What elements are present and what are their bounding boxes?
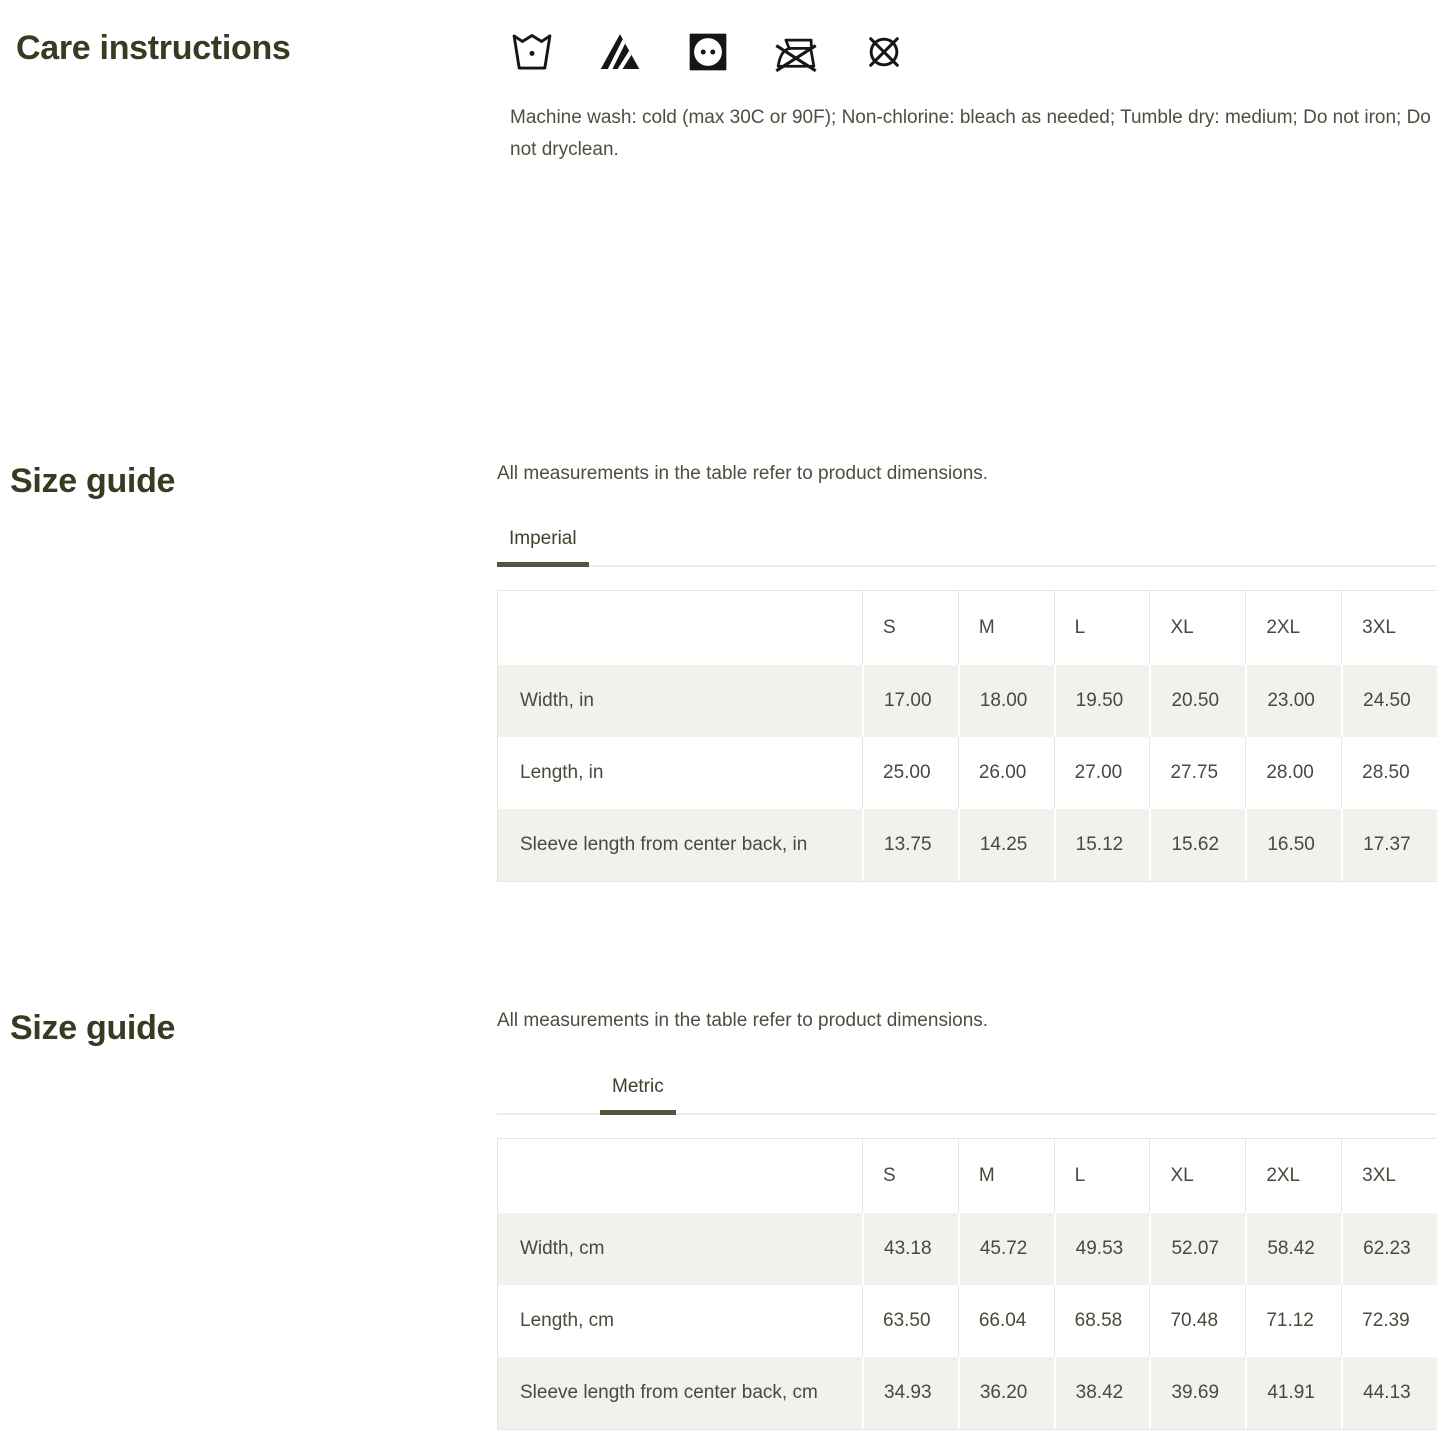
tab-metric[interactable]: Metric bbox=[600, 1076, 676, 1115]
size-column-header: L bbox=[1053, 1138, 1150, 1213]
measurement-value-cell: 28.50 bbox=[1341, 737, 1437, 810]
measurement-value-cell: 39.69 bbox=[1149, 1356, 1246, 1429]
size-column-header: XL bbox=[1149, 591, 1245, 666]
measurement-value-cell: 26.00 bbox=[957, 737, 1054, 810]
measurement-value-cell: 23.00 bbox=[1245, 665, 1342, 738]
measurement-value-cell: 34.93 bbox=[862, 1356, 958, 1429]
measurement-value-cell: 36.20 bbox=[957, 1356, 1054, 1429]
size-guide-imperial-note: All measurements in the table refer to p… bbox=[497, 462, 989, 484]
size-guide-imperial-title: Size guide bbox=[10, 461, 176, 500]
table-row: Sleeve length from center back, in 13.75 1… bbox=[498, 809, 1437, 882]
tab-spacer bbox=[497, 1076, 600, 1113]
measurement-value-cell: 20.50 bbox=[1149, 665, 1246, 738]
table-row: Length, in 25.00 26.00 27.00 27.75 28.00 28.50 bbox=[498, 737, 1437, 810]
measurement-value-cell: 14.25 bbox=[957, 809, 1054, 882]
measurement-label-cell: Length, in bbox=[520, 762, 604, 784]
measurement-label-cell: Length, cm bbox=[520, 1309, 614, 1331]
measurement-value-cell: 72.39 bbox=[1341, 1284, 1437, 1357]
size-guide-imperial-content: All measurements in the table refer to p… bbox=[497, 463, 1445, 883]
size-guide-metric-note: All measurements in the table refer to p… bbox=[497, 1010, 989, 1032]
machine-wash-cold-icon bbox=[510, 30, 554, 74]
measurement-value-cell: 17.37 bbox=[1341, 809, 1437, 882]
care-instructions-section: Care instructions bbox=[0, 0, 1445, 167]
measurement-value-cell: 63.50 bbox=[862, 1284, 958, 1357]
size-column-header: 3XL bbox=[1341, 1138, 1437, 1213]
do-not-iron-icon bbox=[774, 30, 818, 74]
measurement-value-cell: 44.13 bbox=[1341, 1356, 1437, 1429]
measurement-value-cell: 25.00 bbox=[862, 737, 958, 810]
size-guide-imperial-section: Size guide All measurements in the table… bbox=[0, 461, 1445, 883]
size-column-header: 2XL bbox=[1245, 1138, 1341, 1213]
table-row: Width, cm 43.18 45.72 49.53 52.07 58.42 62.23 bbox=[498, 1212, 1437, 1285]
measurement-value-cell: 43.18 bbox=[862, 1212, 958, 1285]
measurement-value-cell: 15.12 bbox=[1053, 809, 1150, 882]
size-guide-imperial-tabs: Imperial bbox=[497, 528, 1437, 568]
size-guide-metric-heading-column: Size guide bbox=[0, 1010, 497, 1047]
size-column-header: XL bbox=[1149, 1138, 1245, 1213]
measurement-value-cell: 27.75 bbox=[1149, 737, 1245, 810]
do-not-dryclean-icon bbox=[862, 30, 906, 74]
table-row: Length, cm 63.50 66.04 68.58 70.48 71.12 72.39 bbox=[498, 1284, 1437, 1357]
size-column-header: M bbox=[957, 1138, 1054, 1213]
care-icons-row bbox=[497, 30, 1445, 74]
measurement-label-cell: Width, cm bbox=[498, 1212, 862, 1285]
tab-imperial[interactable]: Imperial bbox=[497, 528, 589, 568]
table-header-row: S M L XL 2XL 3XL bbox=[498, 1138, 1437, 1213]
measurement-label-cell: Width, in bbox=[498, 665, 862, 738]
measurement-value-cell: 70.48 bbox=[1149, 1284, 1245, 1357]
size-column-header: S bbox=[862, 1138, 958, 1213]
measurement-value-cell: 45.72 bbox=[957, 1212, 1054, 1285]
measurement-value-cell: 68.58 bbox=[1053, 1284, 1150, 1357]
non-chlorine-bleach-icon bbox=[598, 30, 642, 74]
table-header-row: S M L XL 2XL 3XL bbox=[498, 591, 1437, 666]
size-guide-metric-title: Size guide bbox=[10, 1009, 176, 1048]
measurement-value-cell: 17.00 bbox=[862, 665, 958, 738]
table-corner-cell bbox=[498, 591, 862, 665]
care-instructions-heading-column: Care instructions bbox=[0, 30, 497, 67]
care-instructions-text: Machine wash: cold (max 30C or 90F); Non… bbox=[510, 107, 1431, 161]
measurement-value-cell: 27.00 bbox=[1053, 737, 1150, 810]
size-column-header: L bbox=[1053, 591, 1150, 666]
size-guide-metric-content: All measurements in the table refer to p… bbox=[497, 1010, 1445, 1430]
measurement-value-cell: 18.00 bbox=[957, 665, 1054, 738]
size-column-header: M bbox=[957, 591, 1054, 666]
table-row: Sleeve length from center back, cm 34.93 3… bbox=[498, 1356, 1437, 1429]
care-instructions-content: Machine wash: cold (max 30C or 90F); Non… bbox=[497, 30, 1445, 167]
measurement-value-cell: 66.04 bbox=[957, 1284, 1054, 1357]
measurement-value-cell: 38.42 bbox=[1053, 1356, 1150, 1429]
size-column-header: S bbox=[862, 591, 958, 666]
measurement-value-cell: 15.62 bbox=[1149, 809, 1246, 882]
measurement-value-cell: 62.23 bbox=[1341, 1212, 1437, 1285]
tumble-dry-medium-icon bbox=[686, 30, 730, 74]
size-guide-imperial-heading-column: Size guide bbox=[0, 461, 497, 500]
table-corner-cell bbox=[498, 1139, 862, 1213]
table-row: Width, in 17.00 18.00 19.50 20.50 23.00 24.50 bbox=[498, 665, 1437, 738]
measurement-label-cell: Sleeve length from center back, cm bbox=[498, 1356, 862, 1429]
measurement-value-cell: 41.91 bbox=[1245, 1356, 1342, 1429]
care-instructions-title: Care instructions bbox=[16, 29, 291, 67]
measurement-value-cell: 28.00 bbox=[1245, 737, 1341, 810]
imperial-size-table: S M L XL 2XL 3XL Width, in 17.00 18.00 19.50 20.50… bbox=[497, 590, 1437, 883]
size-guide-metric-section: Size guide All measurements in the table… bbox=[0, 1010, 1445, 1430]
measurement-value-cell: 52.07 bbox=[1149, 1212, 1246, 1285]
measurement-value-cell: 71.12 bbox=[1245, 1284, 1341, 1357]
measurement-value-cell: 16.50 bbox=[1245, 809, 1342, 882]
measurement-value-cell: 49.53 bbox=[1053, 1212, 1150, 1285]
metric-size-table: S M L XL 2XL 3XL Width, cm 43.18 45.72 49.53 52.07… bbox=[497, 1137, 1437, 1430]
measurement-value-cell: 58.42 bbox=[1245, 1212, 1342, 1285]
measurement-value-cell: 24.50 bbox=[1341, 665, 1437, 738]
measurement-value-cell: 19.50 bbox=[1053, 665, 1150, 738]
size-guide-metric-tabs: Metric bbox=[497, 1076, 1437, 1115]
measurement-label-cell: Sleeve length from center back, in bbox=[498, 809, 862, 882]
size-column-header: 3XL bbox=[1341, 591, 1437, 666]
size-column-header: 2XL bbox=[1245, 591, 1341, 666]
measurement-value-cell: 13.75 bbox=[862, 809, 958, 882]
